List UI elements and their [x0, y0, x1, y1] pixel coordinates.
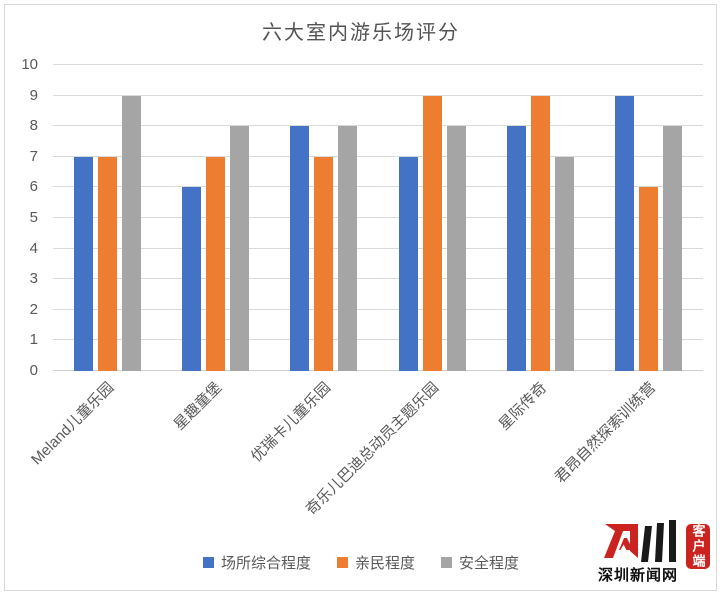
gridline: [53, 186, 703, 188]
bar: [338, 126, 358, 371]
y-axis-tick-label: 5: [29, 209, 38, 226]
bar: [615, 95, 635, 371]
y-axis-tick-label: 3: [29, 270, 38, 288]
x-category-label: 星际传奇: [496, 379, 551, 434]
bar: [314, 156, 334, 371]
bar: [121, 95, 141, 371]
y-axis-tick-label: 6: [29, 178, 38, 196]
y-axis-tick-label: 0: [29, 362, 38, 379]
legend-item: 亲民程度: [336, 552, 415, 573]
y-axis-tick-label: 1: [29, 331, 38, 349]
bar: [73, 156, 93, 371]
x-category-label: 优瑞卡儿童乐园: [247, 379, 334, 466]
gridline: [53, 64, 703, 65]
bar: [446, 126, 466, 371]
bar: [206, 156, 225, 371]
legend-item: 安全程度: [441, 552, 519, 573]
gridline: [53, 370, 703, 371]
chart-legend: 场所综合程度 亲民程度 安全程度: [0, 552, 722, 573]
y-axis-tick-label: 8: [29, 117, 38, 135]
gridline: [53, 247, 703, 249]
bar: [531, 95, 550, 371]
gridline: [53, 125, 703, 127]
watermark-client-badge: 客户端: [686, 524, 710, 569]
legend-label: 安全程度: [459, 555, 520, 572]
legend-label: 场所综合程度: [220, 555, 311, 572]
gridline: [53, 217, 703, 218]
gridline: [53, 339, 703, 341]
bar: [507, 126, 526, 371]
gridline: [53, 155, 703, 157]
plot-area: [53, 64, 703, 371]
bar: [422, 95, 442, 371]
y-axis-tick-label: 7: [29, 147, 38, 165]
x-axis-labels: Meland儿童乐园 星趣童堡 优瑞卡儿童乐园 奇乐儿巴迪总动员主题乐园 星际传奇 君昂自…: [28, 377, 703, 527]
bar: [555, 156, 574, 371]
watermark-logo: 深圳新闻网 客户端: [598, 517, 712, 589]
bar: [398, 156, 418, 371]
x-category-label: 君昂自然探索训练营: [551, 379, 659, 487]
gridline: [53, 278, 703, 280]
bar: [290, 126, 310, 371]
chart-title: 六大室内游乐场评分: [262, 22, 460, 44]
gridline: [53, 94, 703, 96]
x-category-label: Meland儿童乐园: [28, 379, 118, 469]
y-axis-tick-label: 4: [29, 239, 38, 257]
gridline: [53, 308, 703, 310]
legend-swatch: [202, 557, 214, 568]
y-axis-tick-label: 9: [29, 86, 38, 104]
y-axis-tick-label: 10: [21, 56, 38, 73]
y-axis-tick-label: 2: [29, 300, 38, 318]
bar: [663, 126, 683, 371]
legend-label: 亲民程度: [354, 555, 415, 572]
shenzhen-news-logo-icon: [604, 520, 676, 562]
legend-swatch: [441, 557, 452, 568]
y-axis: 0 1 2 3 4 5 6 7 8 9 10: [0, 56, 46, 379]
bar: [230, 126, 249, 371]
watermark-site-name: 深圳新闻网: [598, 567, 679, 584]
watermark-logo-left: 深圳新闻网: [598, 517, 684, 585]
legend-item: 场所综合程度: [202, 552, 311, 573]
bar: [639, 187, 659, 371]
bar: [97, 156, 117, 371]
x-category-label: 星趣童堡: [171, 379, 226, 434]
legend-swatch: [336, 557, 348, 568]
bar: [182, 187, 201, 371]
